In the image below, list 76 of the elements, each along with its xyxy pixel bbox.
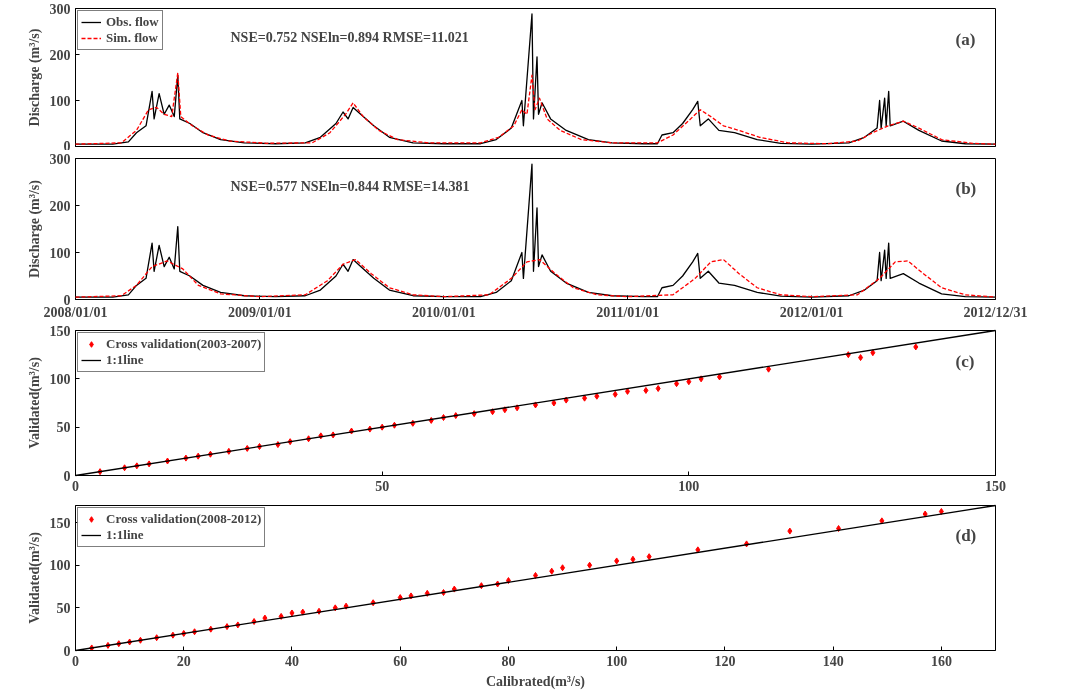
- point: [630, 555, 636, 563]
- point: [858, 354, 864, 362]
- point: [262, 614, 268, 622]
- y-tick-label: 50: [56, 600, 71, 616]
- annotation: (c): [955, 351, 975, 371]
- x-tick-label: 2009/01/01: [228, 304, 292, 320]
- point: [870, 349, 876, 357]
- y-axis-title: Validated(m³/s): [26, 531, 43, 624]
- point: [289, 609, 295, 617]
- point: [643, 386, 649, 394]
- x-tick-label: 120: [714, 653, 736, 669]
- legend-label: Cross validation(2003-2007): [106, 336, 262, 352]
- point: [698, 375, 704, 383]
- y-tick-label: 200: [49, 198, 71, 214]
- legend-label: Cross validation(2008-2012): [106, 511, 262, 527]
- legend-label: Sim. flow: [106, 30, 158, 46]
- y-tick-label: 150: [49, 515, 71, 531]
- x-tick-label: 100: [678, 478, 700, 494]
- annotation: (b): [955, 178, 977, 198]
- point: [674, 380, 680, 388]
- annotation: (d): [955, 525, 977, 545]
- y-tick-label: 150: [49, 323, 71, 339]
- y-tick-label: 300: [49, 151, 71, 167]
- point: [490, 408, 496, 416]
- y-tick-label: 100: [49, 93, 71, 109]
- x-tick-label: 2012/01/01: [779, 304, 844, 320]
- x-tick-label: 2010/01/01: [411, 304, 476, 320]
- legend-label: Obs. flow: [106, 14, 159, 30]
- y-tick-label: 100: [49, 558, 71, 574]
- point: [913, 343, 919, 351]
- x-axis-title: Calibrated(m³/s): [485, 673, 586, 690]
- point: [560, 564, 566, 572]
- annotation: NSE=0.752 NSEln=0.894 RMSE=11.021: [230, 29, 469, 45]
- point: [587, 561, 593, 569]
- point: [614, 557, 620, 565]
- point: [686, 378, 692, 386]
- point: [612, 390, 618, 398]
- x-tick-label: 2011/01/01: [596, 304, 660, 320]
- point: [594, 392, 600, 400]
- x-tick-label: 160: [930, 653, 952, 669]
- y-tick-label: 200: [49, 47, 71, 63]
- y-axis-title: Discharge (m³/s): [26, 179, 43, 278]
- point: [551, 399, 557, 407]
- point: [646, 553, 652, 561]
- x-tick-label: 150: [985, 478, 1006, 494]
- point: [766, 365, 772, 373]
- point: [938, 507, 944, 515]
- x-tick-label: 100: [606, 653, 628, 669]
- y-tick-label: 0: [63, 468, 71, 484]
- point: [922, 510, 928, 518]
- y-tick-label: 0: [63, 138, 71, 154]
- legend-label: 1:1line: [106, 352, 144, 368]
- y-tick-label: 100: [49, 371, 71, 387]
- annotation: NSE=0.577 NSEln=0.844 RMSE=14.381: [230, 178, 470, 194]
- point: [787, 527, 793, 535]
- x-tick-label: 20: [176, 653, 191, 669]
- x-tick-label: 80: [501, 653, 516, 669]
- y-axis-title: Validated(m³/s): [26, 356, 43, 449]
- x-tick-label: 50: [375, 478, 390, 494]
- y-tick-label: 50: [56, 420, 71, 436]
- point: [582, 394, 588, 402]
- point: [278, 612, 284, 620]
- y-axis-title: Discharge (m³/s): [26, 28, 43, 127]
- point: [514, 404, 520, 412]
- y-tick-label: 0: [63, 643, 71, 659]
- point: [655, 385, 661, 392]
- x-tick-label: 2012/12/31: [963, 304, 1028, 320]
- point: [300, 608, 306, 616]
- annotation: (a): [955, 29, 976, 49]
- x-tick-label: 140: [822, 653, 844, 669]
- x-tick-label: 60: [393, 653, 408, 669]
- y-tick-label: 100: [49, 245, 71, 261]
- legend-label: 1:1line: [106, 527, 144, 543]
- x-tick-label: 40: [284, 653, 299, 669]
- point: [549, 567, 555, 575]
- y-tick-label: 300: [49, 1, 71, 17]
